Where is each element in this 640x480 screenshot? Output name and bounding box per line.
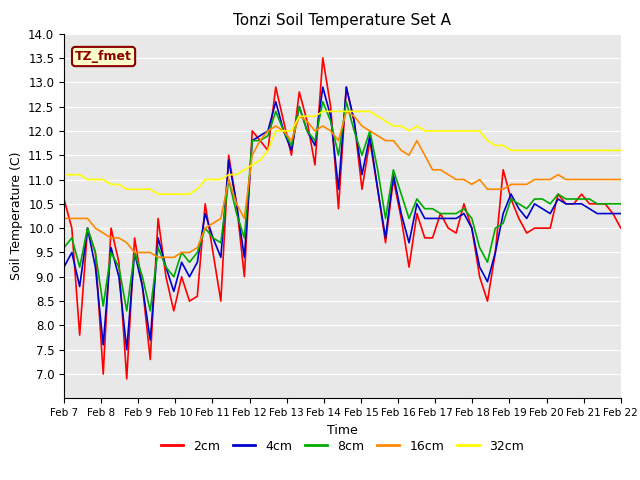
32cm (586, 147, 593, 153)
16cm (617, 177, 625, 182)
8cm (617, 201, 625, 207)
4cm (256, 133, 264, 139)
8cm (147, 308, 154, 314)
Y-axis label: Soil Temperature (C): Soil Temperature (C) (10, 152, 22, 280)
32cm (256, 157, 264, 163)
16cm (139, 250, 147, 255)
16cm (154, 254, 162, 260)
2cm (617, 225, 625, 231)
32cm (452, 128, 460, 134)
32cm (60, 172, 68, 178)
Legend: 2cm, 4cm, 8cm, 16cm, 32cm: 2cm, 4cm, 8cm, 16cm, 32cm (156, 435, 529, 458)
16cm (256, 138, 264, 144)
Line: 4cm: 4cm (64, 87, 621, 350)
4cm (429, 216, 436, 221)
2cm (390, 177, 397, 182)
2cm (256, 138, 264, 144)
2cm (60, 196, 68, 202)
4cm (123, 347, 131, 353)
4cm (60, 264, 68, 270)
8cm (429, 206, 436, 212)
8cm (60, 245, 68, 251)
4cm (147, 337, 154, 343)
Text: TZ_fmet: TZ_fmet (75, 50, 132, 63)
X-axis label: Time: Time (327, 424, 358, 437)
4cm (319, 84, 326, 90)
32cm (429, 128, 436, 134)
2cm (452, 230, 460, 236)
8cm (586, 196, 593, 202)
32cm (319, 108, 326, 114)
16cm (586, 177, 593, 182)
4cm (390, 172, 397, 178)
4cm (586, 206, 593, 212)
32cm (154, 191, 162, 197)
32cm (139, 186, 147, 192)
8cm (256, 138, 264, 144)
Line: 32cm: 32cm (64, 111, 621, 194)
16cm (429, 167, 436, 173)
Line: 16cm: 16cm (64, 111, 621, 257)
2cm (586, 201, 593, 207)
Line: 2cm: 2cm (64, 58, 621, 379)
2cm (123, 376, 131, 382)
8cm (319, 99, 326, 105)
Line: 8cm: 8cm (64, 102, 621, 311)
4cm (617, 211, 625, 216)
16cm (60, 216, 68, 221)
16cm (390, 138, 397, 144)
32cm (617, 147, 625, 153)
8cm (390, 167, 397, 173)
8cm (123, 308, 131, 314)
16cm (342, 108, 350, 114)
Title: Tonzi Soil Temperature Set A: Tonzi Soil Temperature Set A (234, 13, 451, 28)
16cm (452, 177, 460, 182)
8cm (452, 211, 460, 216)
2cm (429, 235, 436, 241)
2cm (319, 55, 326, 61)
4cm (452, 216, 460, 221)
2cm (147, 357, 154, 362)
32cm (390, 123, 397, 129)
